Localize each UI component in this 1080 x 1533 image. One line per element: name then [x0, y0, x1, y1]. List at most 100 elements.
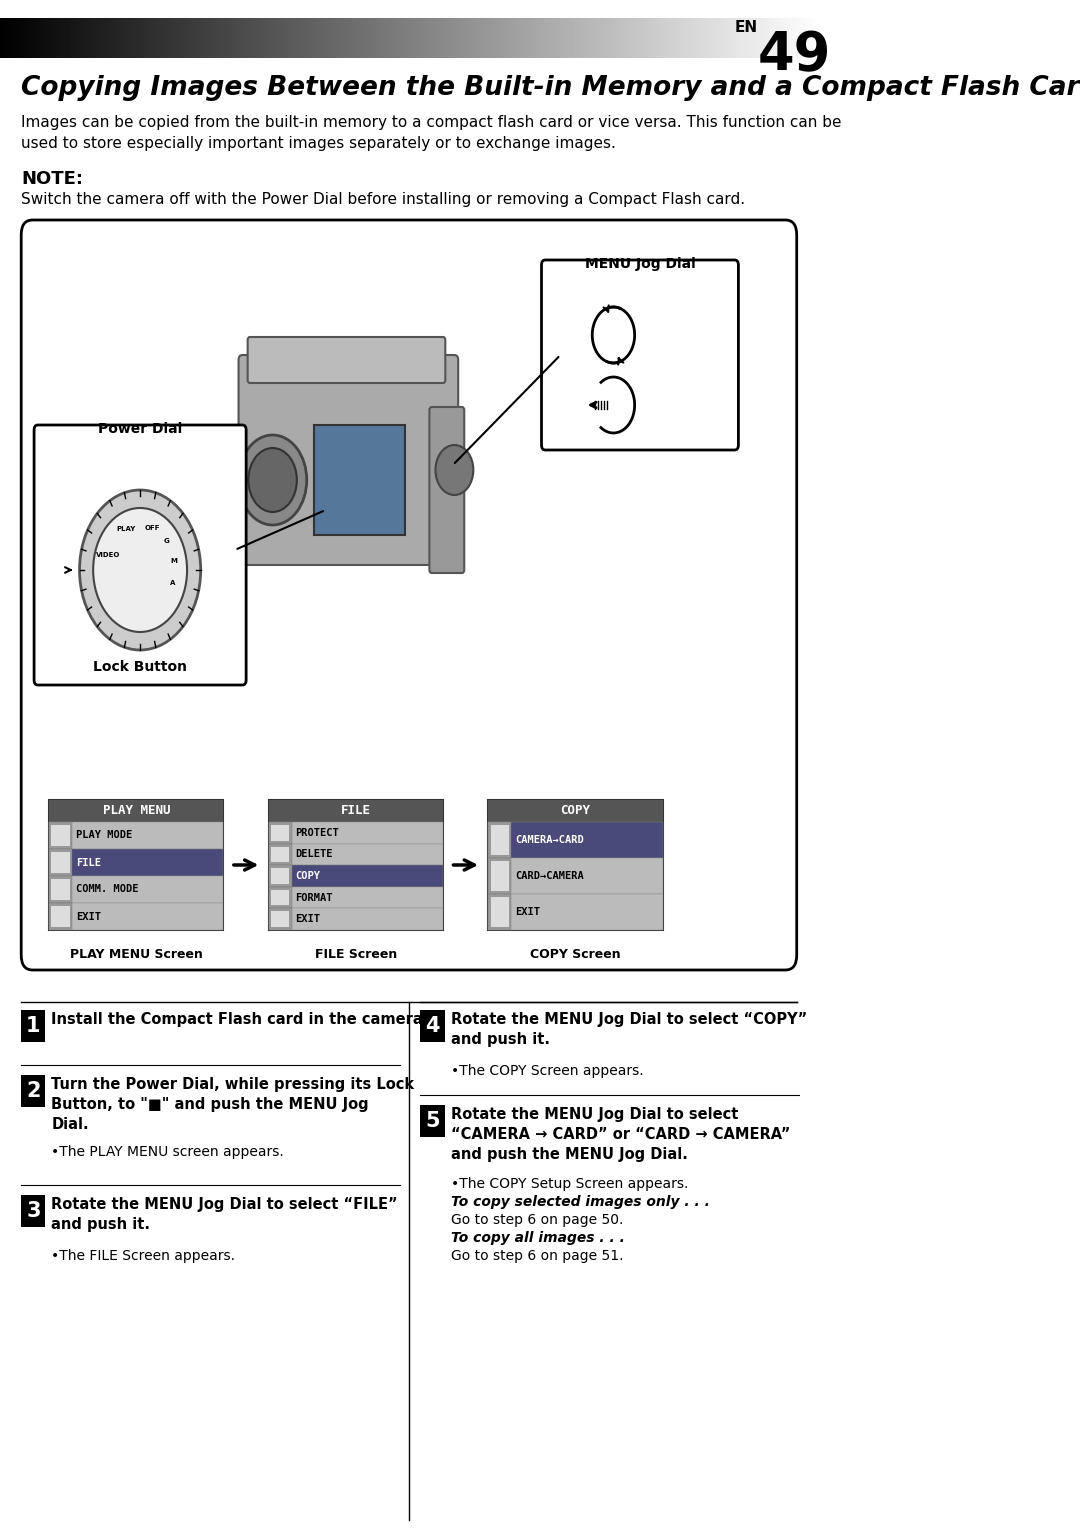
Bar [508, 18, 511, 58]
Bar [700, 18, 703, 58]
Text: 49: 49 [757, 29, 831, 81]
Bar [16, 18, 21, 58]
FancyBboxPatch shape [247, 337, 445, 383]
Text: PLAY MODE: PLAY MODE [76, 831, 132, 840]
Bar [167, 18, 172, 58]
Bar [707, 18, 712, 58]
Bar [420, 1105, 445, 1137]
Bar [646, 18, 650, 58]
Bar [524, 18, 527, 58]
Bar [261, 18, 266, 58]
Bar [625, 18, 630, 58]
Text: FILE: FILE [76, 857, 100, 868]
Text: 5: 5 [426, 1111, 440, 1131]
Bar [52, 878, 70, 900]
Bar [269, 800, 443, 822]
Bar [52, 906, 70, 927]
Bar [462, 18, 467, 58]
Bar [470, 18, 474, 58]
Bar [744, 18, 748, 58]
Bar [12, 18, 16, 58]
Bar [769, 18, 773, 58]
Bar [794, 18, 797, 58]
Bar [716, 18, 719, 58]
Text: COPY Screen: COPY Screen [530, 947, 621, 961]
Bar [544, 18, 548, 58]
Bar [638, 18, 643, 58]
Bar [266, 18, 270, 58]
Bar [703, 18, 707, 58]
Bar [332, 18, 336, 58]
Bar [339, 18, 343, 58]
Bar [490, 18, 495, 58]
Bar [0, 18, 4, 58]
Bar [467, 18, 470, 58]
Bar [712, 18, 716, 58]
Bar [401, 18, 405, 58]
Bar [139, 18, 144, 58]
Bar [62, 18, 66, 58]
Bar [336, 18, 339, 58]
Bar [131, 18, 135, 58]
Bar [488, 858, 663, 894]
Bar [773, 18, 777, 58]
Bar [593, 18, 597, 58]
Text: •The PLAY MENU screen appears.: •The PLAY MENU screen appears. [52, 1145, 284, 1159]
Bar [360, 18, 364, 58]
Bar [618, 18, 622, 58]
Bar [442, 18, 446, 58]
Bar [302, 18, 307, 58]
Bar [740, 18, 744, 58]
Text: To copy all images . . .: To copy all images . . . [450, 1231, 624, 1245]
Text: CAMERA→CARD: CAMERA→CARD [515, 835, 583, 845]
Bar [86, 18, 90, 58]
Bar [785, 18, 789, 58]
Bar [814, 18, 818, 58]
Bar [119, 18, 123, 58]
FancyBboxPatch shape [22, 221, 797, 970]
Bar [53, 18, 57, 58]
Bar [499, 18, 503, 58]
Bar [269, 822, 443, 843]
Bar [765, 18, 769, 58]
Bar [348, 18, 352, 58]
Bar [192, 18, 197, 58]
Bar [474, 18, 478, 58]
Bar [50, 903, 224, 931]
Bar [32, 18, 37, 58]
Text: COPY: COPY [295, 871, 321, 881]
Bar [417, 18, 421, 58]
Bar [184, 18, 188, 58]
Bar [307, 18, 311, 58]
Bar [396, 18, 401, 58]
Bar [565, 18, 568, 58]
Bar [126, 18, 131, 58]
Bar [21, 18, 25, 58]
Bar [650, 18, 654, 58]
Bar [806, 18, 810, 58]
Bar [82, 18, 86, 58]
Bar [9, 18, 12, 58]
Bar [52, 852, 70, 872]
Bar [548, 18, 552, 58]
Bar [45, 18, 49, 58]
FancyBboxPatch shape [239, 356, 458, 566]
Bar [213, 18, 217, 58]
Bar [176, 18, 180, 58]
Bar [249, 18, 254, 58]
Bar [380, 18, 384, 58]
Bar [156, 18, 160, 58]
Bar [22, 1196, 45, 1226]
Bar [172, 18, 176, 58]
Bar [568, 18, 572, 58]
Bar [286, 18, 291, 58]
Bar [225, 18, 229, 58]
Text: EXIT: EXIT [515, 908, 540, 917]
Bar [269, 843, 292, 865]
Bar [323, 18, 327, 58]
Bar [50, 875, 224, 903]
Bar [421, 18, 426, 58]
Bar [73, 18, 78, 58]
Bar [659, 18, 662, 58]
Bar [269, 800, 443, 931]
